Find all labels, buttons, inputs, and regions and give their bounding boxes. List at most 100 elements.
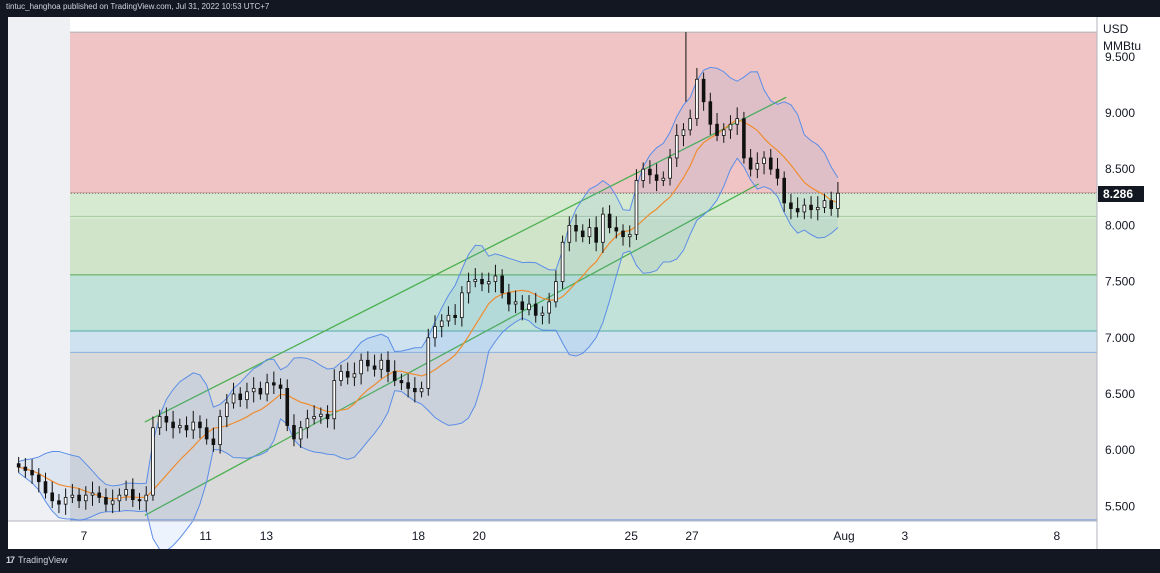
y-tick-label: 6.500: [1105, 387, 1135, 401]
candle-body: [43, 481, 48, 494]
candle-body: [305, 418, 310, 429]
candle-body: [191, 421, 196, 431]
candle-body: [500, 275, 504, 294]
tradingview-logo-icon: 17: [6, 555, 15, 565]
y-tick-label: 7.000: [1105, 331, 1135, 345]
candle-body: [567, 224, 572, 243]
x-tick-label: 3: [901, 529, 908, 543]
y-tick-label: 7.500: [1105, 275, 1135, 289]
candle-body: [124, 489, 128, 496]
candle-body: [574, 224, 578, 232]
fib-zone-3: [70, 274, 1097, 332]
candle-body: [339, 371, 343, 381]
fib-zone-4: [70, 331, 1097, 353]
candle-body: [668, 157, 672, 179]
candle-body: [587, 227, 592, 238]
candle-body: [795, 208, 800, 213]
candle-body: [379, 359, 384, 370]
candle-body: [70, 494, 75, 498]
channel-lines: [144, 96, 787, 516]
candle-body: [104, 497, 108, 505]
y-tick-label: 6.000: [1105, 443, 1135, 457]
candle-body: [285, 387, 290, 426]
candle-body: [359, 359, 363, 375]
candle-body: [728, 123, 733, 131]
candle-body: [238, 393, 243, 401]
last-price-box: [1098, 186, 1144, 202]
fib-zone-2: [70, 218, 1097, 275]
candle-body: [171, 421, 175, 429]
candle-body: [392, 371, 397, 381]
footer-bar: 17 TradingView: [0, 549, 1160, 573]
candle-body: [614, 227, 619, 232]
candle-body: [131, 489, 135, 501]
candle-body: [251, 387, 256, 393]
candle-body: [386, 359, 390, 372]
candle-body: [419, 387, 424, 393]
candle-body: [527, 303, 531, 311]
x-tick-label: Aug: [833, 529, 854, 543]
x-axis: 7 11 13 18 20 25 27 Aug 3 8: [81, 529, 1061, 543]
candle-body: [16, 463, 21, 468]
candle-body: [30, 470, 34, 476]
candle-body: [540, 312, 545, 316]
candle-body: [775, 168, 780, 179]
candle-body: [211, 438, 216, 445]
candle-body: [782, 177, 786, 204]
x-tick-label: 27: [685, 529, 699, 543]
candle-body: [648, 168, 652, 176]
candle-body: [198, 421, 202, 429]
fib-zone-5: [70, 352, 1097, 520]
candle-body: [674, 135, 679, 159]
fib-zone-0: [70, 32, 1097, 193]
candle-body: [83, 494, 88, 502]
candle-body: [627, 233, 632, 238]
candle-body: [594, 227, 598, 243]
fib-zones: [70, 32, 1097, 520]
candle-body: [258, 387, 263, 395]
candle-body: [372, 365, 377, 370]
candle-body: [601, 213, 605, 243]
candle-body: [144, 494, 149, 502]
candle-body: [225, 402, 229, 417]
tradingview-brand[interactable]: 17 TradingView: [6, 555, 68, 565]
candle-body: [292, 425, 296, 440]
candle-body: [701, 78, 706, 103]
candle-body: [661, 177, 666, 181]
candle-body: [278, 384, 283, 389]
candle-body: [507, 292, 511, 305]
candle-body: [164, 416, 169, 423]
brand-text: TradingView: [18, 555, 68, 565]
candle-body: [681, 129, 686, 136]
candle-body: [480, 278, 484, 285]
x-tick-label: 13: [260, 529, 274, 543]
candle-body: [748, 157, 753, 170]
candle-body: [77, 494, 81, 502]
candle-body: [453, 314, 457, 318]
candle-body: [547, 301, 551, 314]
candle-body: [809, 204, 813, 211]
y-tick-label: 9.000: [1105, 106, 1135, 120]
candle-body: [245, 391, 249, 401]
candles: [16, 32, 840, 515]
candle-body: [789, 202, 793, 209]
candle-body: [63, 497, 68, 505]
candle-body: [433, 326, 437, 339]
y-tick-label: 8.500: [1105, 162, 1135, 176]
band-fill: [18, 67, 838, 551]
candle-body: [265, 382, 269, 395]
y-tick-label: 9.500: [1105, 50, 1135, 64]
candle-body: [755, 163, 760, 170]
candle-body: [721, 129, 726, 136]
channel-upper-line: [144, 96, 787, 423]
publisher-bar: tintuc_hanghoa published on TradingView.…: [0, 0, 1160, 16]
candle-body: [178, 425, 182, 429]
candle-body: [218, 416, 222, 445]
candle-body: [439, 320, 444, 327]
candle-body: [520, 301, 525, 311]
candle-body: [493, 275, 498, 283]
candle-body: [621, 230, 625, 238]
x-tick-label: 18: [412, 529, 426, 543]
candle-body: [533, 303, 538, 316]
